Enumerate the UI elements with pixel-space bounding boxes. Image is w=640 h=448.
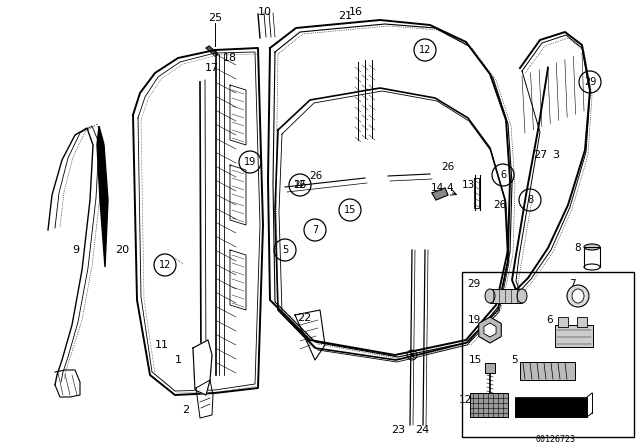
Text: 26: 26	[309, 171, 323, 181]
Text: 26: 26	[493, 200, 507, 210]
Text: 19: 19	[244, 157, 256, 167]
Text: 11: 11	[155, 340, 169, 350]
Text: 22: 22	[297, 313, 311, 323]
Text: 8: 8	[527, 195, 533, 205]
Bar	[485, 363, 495, 373]
Text: 6: 6	[547, 315, 554, 325]
Circle shape	[410, 353, 414, 357]
Text: 12: 12	[294, 180, 306, 190]
Text: 7: 7	[312, 225, 318, 235]
Text: 16: 16	[349, 7, 363, 17]
Text: 21: 21	[338, 11, 352, 21]
Ellipse shape	[584, 244, 600, 250]
Text: 9: 9	[72, 245, 79, 255]
Text: 24: 24	[415, 425, 429, 435]
Text: 19: 19	[467, 315, 481, 325]
Ellipse shape	[567, 285, 589, 307]
Text: 26: 26	[293, 180, 307, 190]
Text: 3: 3	[552, 150, 559, 160]
Text: 17: 17	[205, 63, 219, 73]
Ellipse shape	[485, 289, 495, 303]
Bar	[470, 393, 508, 417]
Text: 12: 12	[419, 45, 431, 55]
Bar	[577, 317, 587, 327]
Bar	[555, 325, 593, 347]
Text: 27: 27	[533, 150, 547, 160]
Polygon shape	[97, 126, 108, 267]
Bar	[462, 272, 634, 437]
Ellipse shape	[572, 289, 584, 303]
Polygon shape	[484, 323, 496, 337]
Polygon shape	[206, 46, 218, 56]
Text: 13: 13	[461, 180, 475, 190]
Ellipse shape	[584, 264, 600, 270]
Text: 8: 8	[575, 243, 581, 253]
Text: 18: 18	[223, 53, 237, 63]
Bar	[558, 317, 568, 327]
Text: 7: 7	[569, 279, 575, 289]
Bar	[490, 289, 522, 303]
Text: 15: 15	[344, 205, 356, 215]
Text: 15: 15	[468, 355, 482, 365]
Text: 5: 5	[511, 355, 517, 365]
Text: 14: 14	[430, 183, 444, 193]
Text: 29: 29	[584, 77, 596, 87]
Ellipse shape	[517, 289, 527, 303]
Text: 23: 23	[391, 425, 405, 435]
Text: 2: 2	[182, 405, 189, 415]
Text: 29: 29	[467, 279, 481, 289]
Text: 12: 12	[458, 395, 472, 405]
Text: 6: 6	[500, 170, 506, 180]
Bar	[520, 362, 575, 380]
Polygon shape	[432, 188, 448, 200]
Text: 4: 4	[447, 183, 453, 193]
Text: 12: 12	[159, 260, 171, 270]
Bar	[515, 397, 587, 417]
Text: 10: 10	[258, 7, 272, 17]
Text: 25: 25	[208, 13, 222, 23]
Text: 1: 1	[175, 355, 182, 365]
Text: 00126723: 00126723	[535, 435, 575, 444]
Polygon shape	[193, 340, 212, 395]
Text: 5: 5	[282, 245, 288, 255]
Polygon shape	[479, 317, 501, 343]
Text: 20: 20	[115, 245, 129, 255]
Text: 26: 26	[442, 162, 454, 172]
